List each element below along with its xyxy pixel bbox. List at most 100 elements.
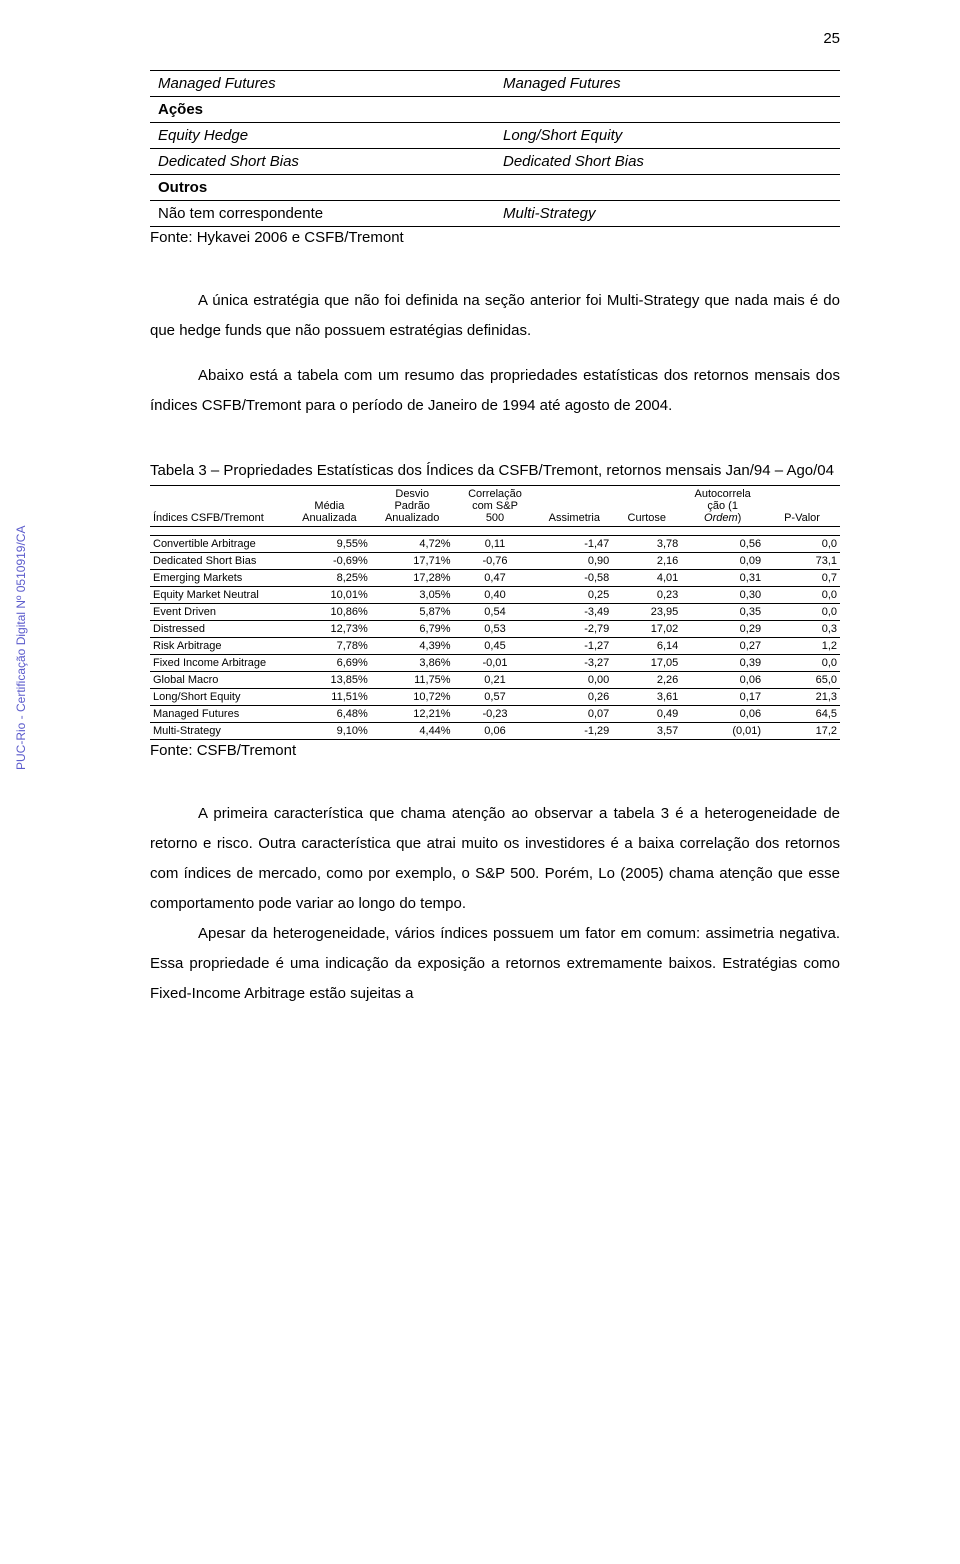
table3-header-cell: Correlaçãocom S&P500 (454, 485, 537, 526)
table3-cell: 6,69% (288, 654, 371, 671)
table3-cell: Convertible Arbitrage (150, 535, 288, 552)
table3-cell: 11,51% (288, 688, 371, 705)
table3-cell: -2,79 (536, 620, 612, 637)
table1-cell-left: Ações (150, 97, 495, 123)
table3-cell: 0,7 (764, 569, 840, 586)
table1-cell-right (495, 97, 840, 123)
table3-row: Event Driven10,86%5,87%0,54-3,4923,950,3… (150, 603, 840, 620)
table3-cell: 0,0 (764, 586, 840, 603)
table3-cell: -0,58 (536, 569, 612, 586)
table3-header-cell: MédiaAnualizada (288, 485, 371, 526)
table3-cell: 6,48% (288, 705, 371, 722)
table1-cell-right: Multi-Strategy (495, 201, 840, 227)
table3-cell: -3,49 (536, 603, 612, 620)
table3-header-cell: DesvioPadrãoAnualizado (371, 485, 454, 526)
table3-header-cell: Assimetria (536, 485, 612, 526)
table3-cell: 0,25 (536, 586, 612, 603)
table3-cell: 0,3 (764, 620, 840, 637)
table3-cell: 0,26 (536, 688, 612, 705)
table1-cell-right: Dedicated Short Bias (495, 149, 840, 175)
table3-cell: 1,2 (764, 637, 840, 654)
table3-source: Fonte: CSFB/Tremont (150, 742, 840, 759)
table3-cell: 0,47 (454, 569, 537, 586)
table1-cell-left: Managed Futures (150, 71, 495, 97)
table3-cell: 3,86% (371, 654, 454, 671)
table3-cell: 0,09 (681, 552, 764, 569)
table3-row: Risk Arbitrage7,78%4,39%0,45-1,276,140,2… (150, 637, 840, 654)
table3-cell: -1,29 (536, 722, 612, 739)
intro-paragraph-1: A única estratégia que não foi definida … (150, 286, 840, 346)
table3-cell: 5,87% (371, 603, 454, 620)
table3-cell: 9,55% (288, 535, 371, 552)
table3-row: Global Macro13,85%11,75%0,210,002,260,06… (150, 671, 840, 688)
table3-cell: 0,57 (454, 688, 537, 705)
table3-cell: 0,21 (454, 671, 537, 688)
table3-row: Multi-Strategy9,10%4,44%0,06-1,293,57(0,… (150, 722, 840, 739)
table3-cell: 0,53 (454, 620, 537, 637)
table1-cell-left: Outros (150, 175, 495, 201)
table3-cell: 0,06 (681, 671, 764, 688)
table1-source: Fonte: Hykavei 2006 e CSFB/Tremont (150, 229, 840, 246)
table3-cell: 10,72% (371, 688, 454, 705)
table1-row: Outros (150, 175, 840, 201)
table3-cell: 4,01 (612, 569, 681, 586)
table3-row: Equity Market Neutral10,01%3,05%0,400,25… (150, 586, 840, 603)
table3-cell: 17,28% (371, 569, 454, 586)
table3-cell: 6,79% (371, 620, 454, 637)
table3-header-row: Índices CSFB/TremontMédiaAnualizadaDesvi… (150, 485, 840, 526)
table3-cell: 65,0 (764, 671, 840, 688)
table3-cell: 0,31 (681, 569, 764, 586)
body-paragraph-1: A primeira característica que chama aten… (150, 799, 840, 919)
table3-separator-row (150, 526, 840, 535)
statistics-table: Índices CSFB/TremontMédiaAnualizadaDesvi… (150, 485, 840, 740)
table3-cell: Risk Arbitrage (150, 637, 288, 654)
table3-cell: 8,25% (288, 569, 371, 586)
table3-cell: 0,0 (764, 654, 840, 671)
page-number: 25 (823, 30, 840, 47)
table3-cell: 0,35 (681, 603, 764, 620)
table3-cell: 17,2 (764, 722, 840, 739)
table3-header-cell: P-Valor (764, 485, 840, 526)
table3-cell: Long/Short Equity (150, 688, 288, 705)
table3-cell: 0,49 (612, 705, 681, 722)
table3-cell: 73,1 (764, 552, 840, 569)
table3-row: Long/Short Equity11,51%10,72%0,570,263,6… (150, 688, 840, 705)
table3-caption: Tabela 3 – Propriedades Estatísticas dos… (150, 461, 840, 481)
table3-cell: 9,10% (288, 722, 371, 739)
table3-cell: 0,54 (454, 603, 537, 620)
body-paragraph-2: Apesar da heterogeneidade, vários índice… (150, 919, 840, 1009)
table3-cell: Event Driven (150, 603, 288, 620)
table3-row: Dedicated Short Bias-0,69%17,71%-0,760,9… (150, 552, 840, 569)
table3-header-cell: Índices CSFB/Tremont (150, 485, 288, 526)
table3-cell: Equity Market Neutral (150, 586, 288, 603)
table3-cell: 0,56 (681, 535, 764, 552)
watermark-text: PUC-Rio - Certificação Digital Nº 051091… (14, 526, 28, 770)
table3-cell: 3,57 (612, 722, 681, 739)
table3-cell: -1,27 (536, 637, 612, 654)
table3-cell: 0,23 (612, 586, 681, 603)
table3-cell: 2,16 (612, 552, 681, 569)
table1-row: Equity HedgeLong/Short Equity (150, 123, 840, 149)
table1-cell-left: Não tem correspondente (150, 201, 495, 227)
table3-cell: 11,75% (371, 671, 454, 688)
table1-cell-left: Dedicated Short Bias (150, 149, 495, 175)
table3-cell: 3,78 (612, 535, 681, 552)
table3-cell: 12,73% (288, 620, 371, 637)
table3-cell: 10,01% (288, 586, 371, 603)
table3-cell: -0,69% (288, 552, 371, 569)
table1-row: Managed FuturesManaged Futures (150, 71, 840, 97)
table3-cell: -0,23 (454, 705, 537, 722)
table3-cell: 21,3 (764, 688, 840, 705)
table3-cell: 4,39% (371, 637, 454, 654)
table3-cell: 13,85% (288, 671, 371, 688)
table3-row: Emerging Markets8,25%17,28%0,47-0,584,01… (150, 569, 840, 586)
table3-cell: -0,01 (454, 654, 537, 671)
table3-cell: 4,44% (371, 722, 454, 739)
body-section: A primeira característica que chama aten… (150, 799, 840, 1009)
table1-cell-right (495, 175, 840, 201)
table3-cell: 0,90 (536, 552, 612, 569)
table1-row: Ações (150, 97, 840, 123)
table3-cell: Managed Futures (150, 705, 288, 722)
category-mapping-table: Managed FuturesManaged FuturesAçõesEquit… (150, 70, 840, 227)
table3-cell: 0,45 (454, 637, 537, 654)
